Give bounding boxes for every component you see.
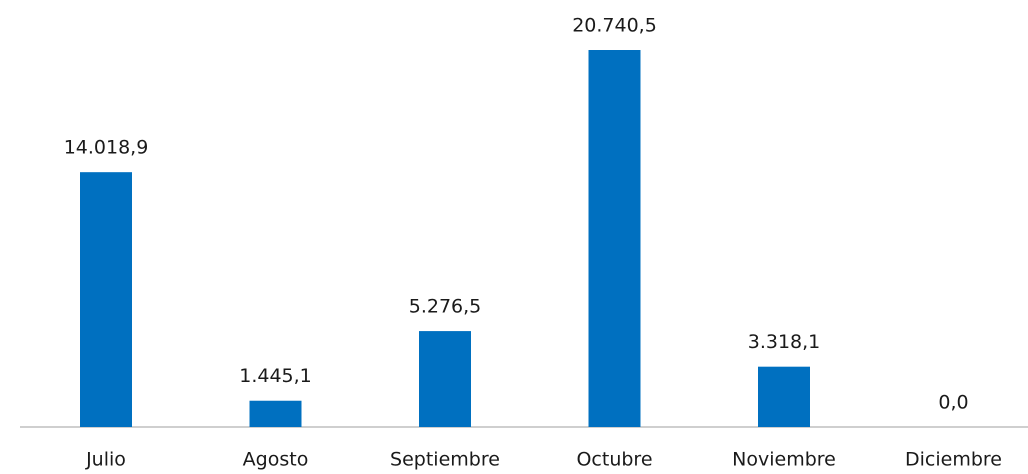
- bar: [249, 400, 302, 427]
- bar: [419, 331, 471, 427]
- value-label: 14.018,9: [64, 137, 149, 159]
- value-label: 3.318,1: [748, 331, 821, 353]
- x-tick-label: Diciembre: [905, 449, 1002, 471]
- x-tick-label: Julio: [85, 449, 126, 471]
- x-tick-label: Agosto: [243, 449, 309, 471]
- bar: [80, 172, 132, 427]
- value-label: 1.445,1: [239, 365, 312, 387]
- bar: [588, 50, 641, 427]
- bar: [758, 366, 810, 427]
- value-label: 20.740,5: [572, 15, 657, 37]
- x-tick-label: Noviembre: [732, 449, 836, 471]
- x-tick-label: Octubre: [576, 449, 652, 471]
- value-label: 0,0: [938, 392, 968, 414]
- value-label: 5.276,5: [409, 296, 482, 318]
- x-tick-label: Septiembre: [390, 449, 500, 471]
